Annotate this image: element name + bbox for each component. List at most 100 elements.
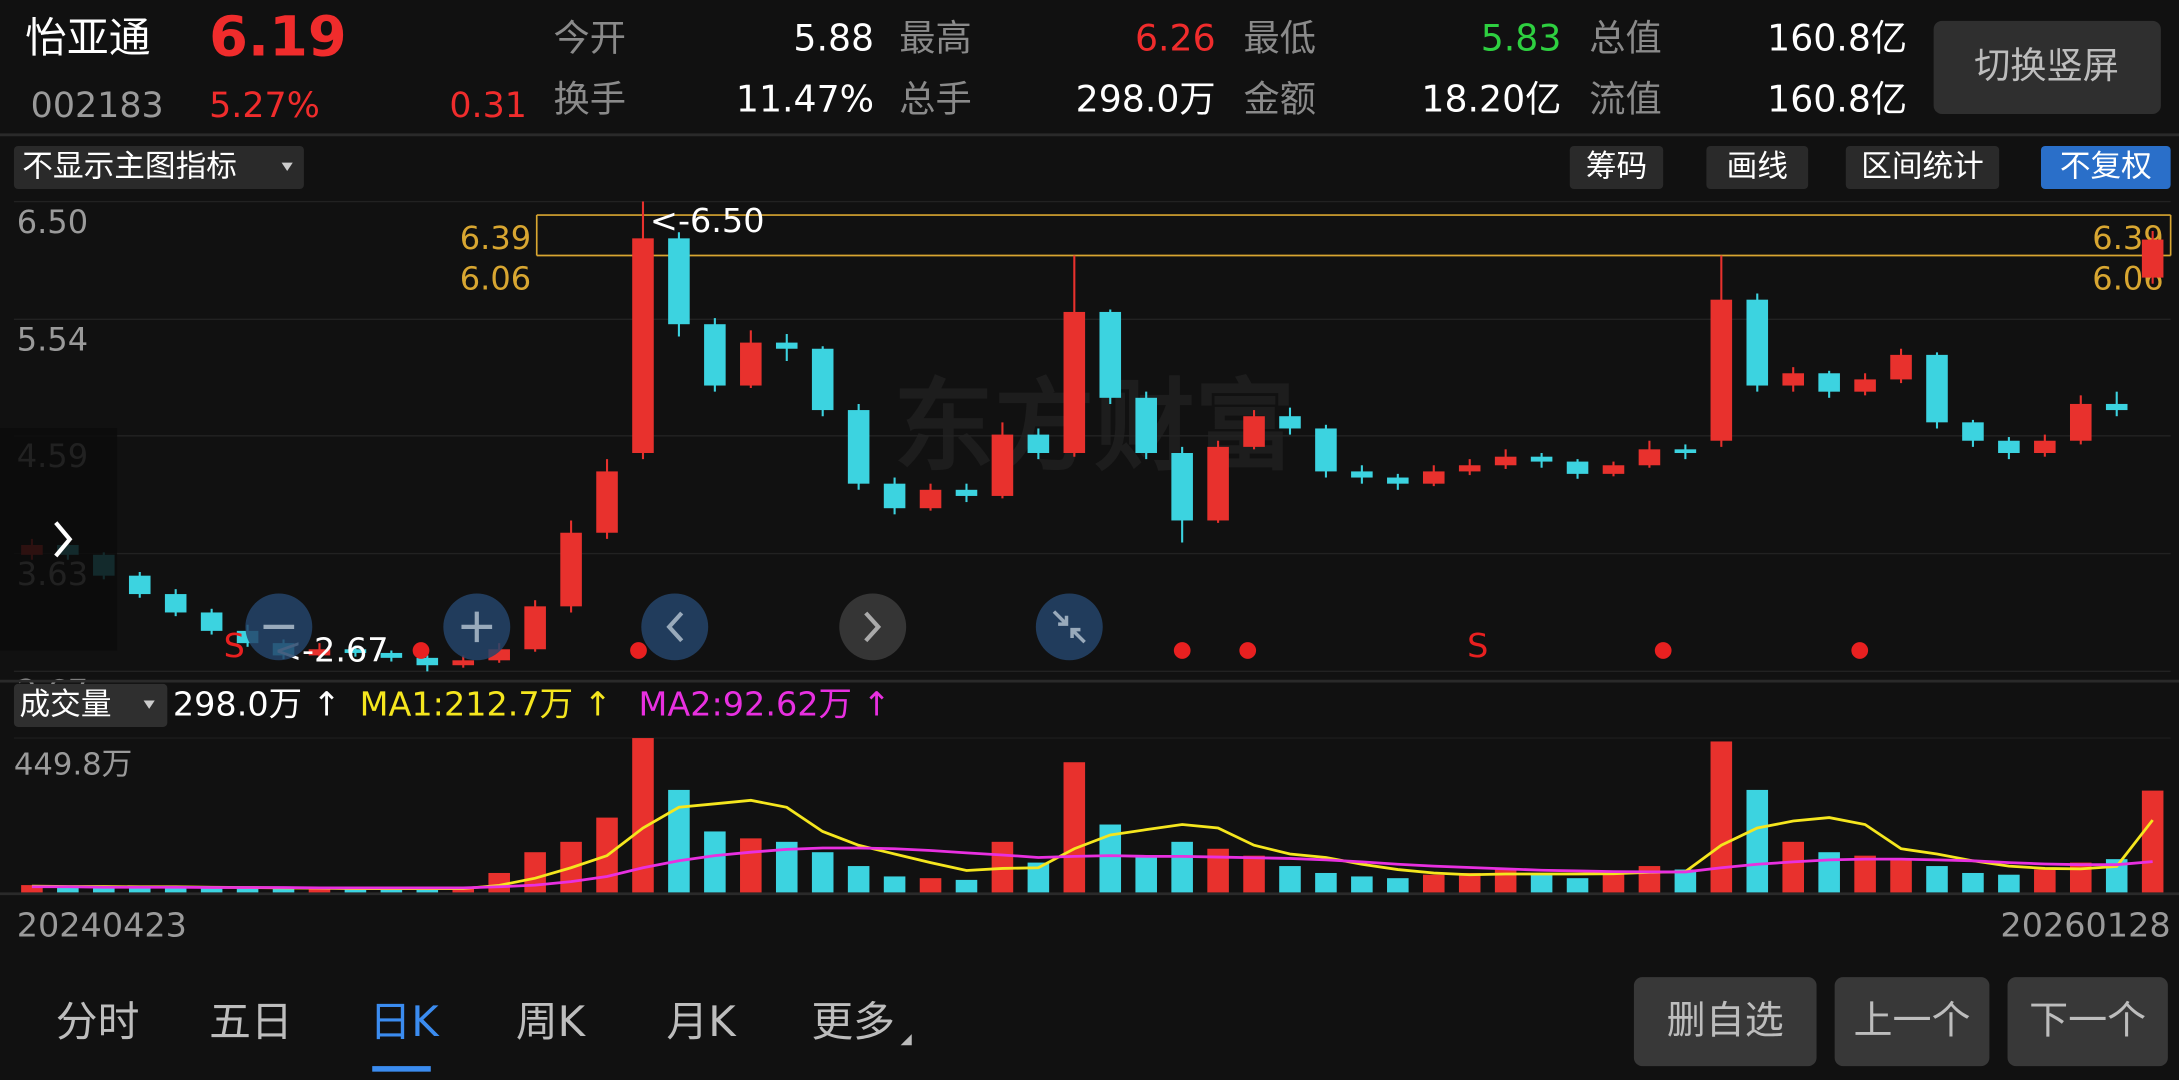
- next-icon: [864, 611, 882, 643]
- stock-name: 怡亚通: [25, 13, 150, 62]
- volume-bar: [740, 838, 762, 894]
- stat-label: 金额: [1244, 78, 1316, 121]
- toolbar-button[interactable]: [1569, 145, 1664, 190]
- candle-body: [1962, 422, 1984, 441]
- volume-bar: [1854, 855, 1876, 894]
- volume-bar: [21, 885, 43, 894]
- candle-body: [1638, 449, 1661, 466]
- volume-bar: [488, 872, 510, 894]
- volume-bar: [1746, 789, 1769, 894]
- candle-body: [1926, 354, 1948, 423]
- signal-label: S: [224, 626, 245, 665]
- y-tick-label: 5.54: [17, 321, 88, 359]
- candle-body: [704, 324, 726, 386]
- volume-bar: [1890, 859, 1912, 894]
- candle-body: [380, 652, 403, 658]
- signal-label: S: [1467, 626, 1488, 665]
- tab[interactable]: 周K: [516, 997, 587, 1046]
- tab[interactable]: 分时: [56, 997, 140, 1046]
- volume-bar: [1063, 762, 1086, 894]
- candle-body: [1710, 299, 1733, 441]
- candle-body: [991, 434, 1014, 496]
- candle-body: [308, 649, 331, 656]
- change: 0.31: [449, 86, 527, 126]
- y-tick-label: 6.50: [17, 203, 88, 241]
- candle-body: [668, 238, 690, 325]
- candle-body: [2034, 440, 2056, 454]
- candle-body: [1171, 453, 1193, 521]
- stat-value: 5.88: [793, 16, 874, 59]
- candle-body: [1315, 428, 1337, 472]
- prev-icon: [666, 611, 684, 643]
- stat-label: 今开: [553, 16, 625, 59]
- volume-bar: [811, 852, 834, 894]
- candle-body: [1458, 465, 1481, 472]
- stat-label: 最低: [1244, 16, 1316, 59]
- indicator-label: 不显示主图指标: [22, 150, 237, 185]
- toolbar-button[interactable]: [2040, 145, 2171, 190]
- orientation-button[interactable]: [1933, 20, 2161, 114]
- x-tick-label: 20260128: [2000, 906, 2170, 945]
- action-button-label: 上一个: [1853, 999, 1970, 1044]
- next-button[interactable]: [839, 593, 907, 661]
- volume-bar: [1243, 855, 1265, 894]
- orientation-button-label: 切换竖屏: [1974, 44, 2119, 87]
- signal-dot: [1239, 642, 1257, 659]
- volume-bar: [1962, 872, 1984, 894]
- ma-line: [31, 846, 2153, 890]
- action-button[interactable]: [1633, 977, 1817, 1067]
- candle-body: [1998, 440, 2020, 454]
- tab[interactable]: 五日: [209, 997, 293, 1046]
- zoom-in-icon: [461, 611, 493, 643]
- volume-bar: [236, 888, 259, 894]
- volume-bar: [524, 852, 546, 894]
- volume-bar: [632, 738, 654, 894]
- indicator-button[interactable]: [13, 145, 304, 190]
- volume-bar: [57, 886, 79, 894]
- x-tick-label: 20240423: [17, 906, 187, 945]
- stat-value: 6.26: [1135, 16, 1216, 59]
- action-button[interactable]: [2007, 977, 2168, 1067]
- candle-body: [740, 342, 762, 386]
- toolbar-button-label: 筹码: [1586, 150, 1647, 185]
- tab[interactable]: 日K: [369, 997, 440, 1046]
- tab[interactable]: 更多: [811, 997, 895, 1046]
- candle-body: [1782, 373, 1804, 386]
- signal-dot: [1851, 642, 1869, 659]
- toolbar-button[interactable]: [1706, 145, 1809, 190]
- tab[interactable]: 月K: [666, 997, 737, 1046]
- side-panel: [0, 428, 118, 651]
- candle-body: [811, 348, 834, 411]
- dropdown-arrow: [281, 162, 293, 171]
- toolbar-button[interactable]: [1845, 145, 2000, 190]
- volume-bar: [1530, 874, 1553, 894]
- legend-entry: MA2:92.62万 ↑: [639, 685, 891, 724]
- volume-bar: [1566, 878, 1589, 894]
- stat-label: 流值: [1589, 78, 1661, 121]
- volume-bar: [128, 887, 151, 894]
- volume-bar: [919, 878, 942, 894]
- candle-body: [1530, 456, 1553, 462]
- prev-button[interactable]: [641, 593, 709, 661]
- shrink-button[interactable]: [1035, 593, 1103, 661]
- volume-bar: [1998, 874, 2020, 894]
- candle-body: [1207, 446, 1229, 521]
- expand-icon[interactable]: [54, 521, 73, 558]
- volume-bar: [1027, 862, 1050, 894]
- tabs: 分时 五日 日K 周K 月K 更多: [56, 997, 895, 1046]
- volume-bar: [1351, 876, 1373, 894]
- candle-body: [1746, 299, 1769, 386]
- volume-bar: [308, 888, 331, 894]
- candle-body: [2141, 239, 2164, 278]
- volume-button[interactable]: [13, 683, 168, 727]
- action-button[interactable]: [1834, 977, 1990, 1067]
- toolbar: 筹码 画线 区间统计 不复权: [1569, 145, 2171, 190]
- action-button-label: 下一个: [2029, 999, 2146, 1044]
- candle-body: [128, 575, 151, 595]
- candle-body: [416, 657, 439, 666]
- candle-body: [164, 594, 187, 613]
- toolbar-button-label: 不复权: [2060, 150, 2152, 185]
- candle-body: [1566, 461, 1589, 474]
- signal-dot: [630, 642, 647, 659]
- signal-dot: [1654, 642, 1672, 659]
